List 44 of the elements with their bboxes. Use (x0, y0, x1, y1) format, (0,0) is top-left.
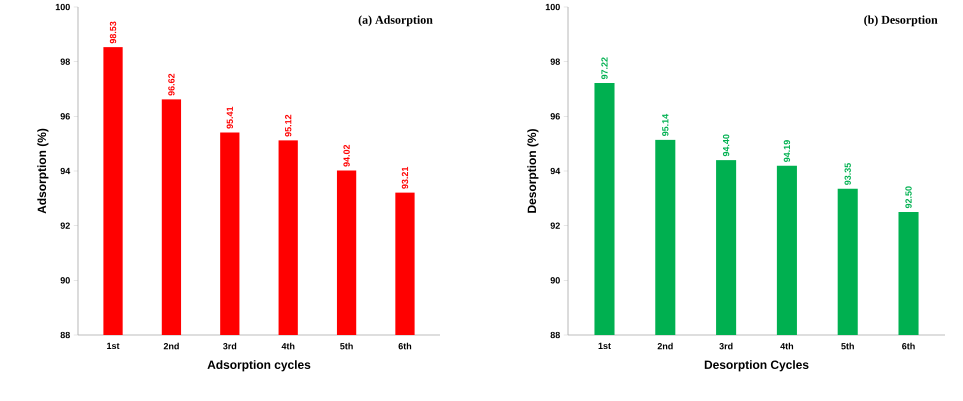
data-label: 95.41 (226, 106, 233, 129)
x-tick-label: 3rd (719, 342, 732, 350)
x-tick-label: 5th (841, 342, 854, 350)
x-tick-label: 5th (340, 342, 353, 350)
data-label: 97.22 (601, 57, 608, 80)
data-label: 95.14 (662, 114, 668, 136)
data-label: 94.02 (343, 144, 350, 167)
data-label: 98.53 (110, 22, 116, 44)
data-label: 94.40 (722, 134, 730, 156)
y-tick-label: 98 (60, 58, 70, 65)
x-tick-label: 2nd (164, 342, 179, 350)
y-tick-label: 94 (60, 168, 70, 174)
y-tick-label: 88 (60, 332, 70, 338)
y-tick-label: 96 (60, 113, 70, 120)
y-axis-title: Desorption (%) (527, 129, 538, 213)
x-tick-label: 2nd (658, 342, 673, 350)
x-tick-label: 1st (598, 342, 611, 350)
data-label: 94.19 (784, 140, 790, 162)
x-tick-label: 6th (902, 342, 915, 350)
data-label: 95.12 (285, 114, 292, 137)
data-label: 93.35 (844, 163, 851, 185)
y-tick-label: 90 (550, 277, 560, 284)
y-axis-title: Adsorption (%) (37, 128, 48, 214)
data-label: 92.50 (905, 186, 912, 208)
y-tick-label: 92 (60, 222, 70, 229)
y-tick-label: 90 (60, 277, 70, 284)
x-tick-label: 1st (107, 342, 120, 350)
data-label: 93.21 (402, 166, 408, 189)
y-tick-label: 88 (550, 332, 560, 338)
y-tick-label: 96 (550, 113, 560, 120)
y-tick-label: 100 (546, 4, 560, 10)
text: (a) Adsorption (358, 15, 433, 26)
x-tick-label: 6th (398, 342, 412, 350)
y-tick-label: 94 (550, 168, 560, 174)
text: (b) Desorption (864, 15, 938, 26)
y-tick-label: 92 (550, 222, 560, 229)
data-label: 96.62 (168, 74, 175, 96)
x-axis-title: Desorption Cycles (704, 360, 808, 372)
x-tick-label: 3rd (223, 342, 236, 350)
x-tick-label: 4th (780, 342, 794, 350)
x-tick-label: 4th (282, 342, 294, 350)
x-axis-title: Adsorption cycles (207, 360, 310, 372)
y-tick-label: 100 (56, 4, 70, 10)
y-tick-label: 98 (550, 58, 560, 65)
